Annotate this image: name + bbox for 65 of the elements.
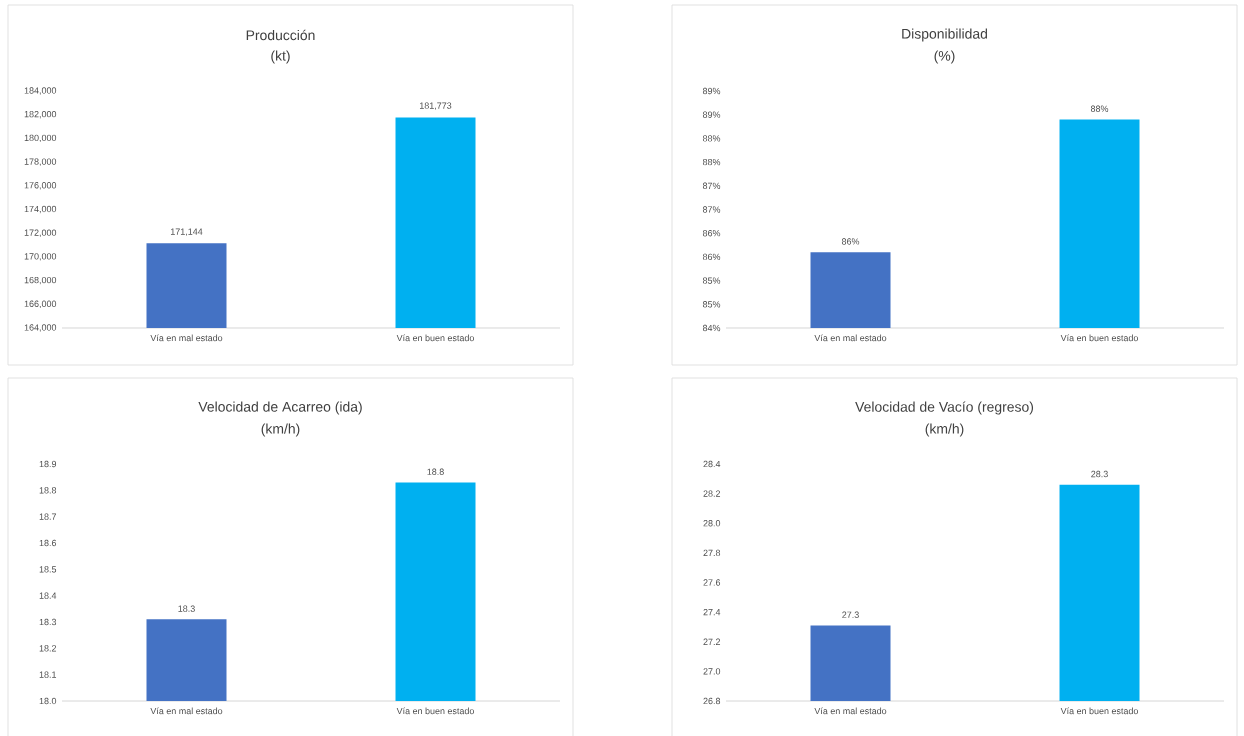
x-tick-label: Vía en mal estado (814, 707, 887, 715)
y-tick-label: 27.6 (703, 579, 721, 586)
y-tick-label: 176,000 (24, 182, 57, 190)
x-tick-label: Vía en buen estado (1060, 707, 1139, 715)
y-tick-label: 86% (702, 230, 721, 237)
y-tick-label: 18.4 (39, 592, 57, 599)
chart-title: Producción (246, 29, 315, 41)
chart-subtitle: (km/h) (261, 423, 300, 437)
y-tick-label: 174,000 (24, 205, 57, 214)
y-tick-label: 88% (702, 158, 721, 166)
data-label: 181,773 (419, 102, 452, 110)
y-tick-label: 85% (702, 301, 721, 308)
data-label: 171,144 (170, 228, 203, 236)
data-label: 27.3 (842, 611, 859, 618)
y-tick-label: 184,000 (24, 87, 57, 95)
x-tick-label: Vía en buen estado (1060, 334, 1139, 342)
y-tick-label: 18.7 (39, 513, 57, 520)
data-label: 28.3 (1091, 470, 1108, 478)
x-tick-label: Vía en buen estado (396, 707, 474, 715)
y-tick-label: 87% (702, 206, 721, 213)
data-label: 18.8 (427, 468, 444, 475)
data-label: 86% (841, 238, 860, 245)
y-tick-label: 18.8 (39, 487, 57, 494)
y-tick-label: 26.8 (703, 697, 721, 705)
y-tick-label: 172,000 (24, 229, 57, 237)
y-tick-label: 170,000 (24, 253, 57, 261)
y-tick-label: 27.0 (703, 668, 721, 675)
y-tick-label: 87% (702, 182, 721, 189)
y-tick-label: 89% (702, 87, 721, 95)
chart-subtitle: (km/h) (925, 423, 964, 437)
y-tick-label: 182,000 (24, 110, 57, 119)
y-tick-label: 18.9 (39, 460, 57, 468)
data-label: 18.3 (178, 605, 195, 612)
y-tick-label: 28.2 (703, 490, 721, 497)
y-tick-label: 164,000 (24, 324, 57, 332)
y-tick-label: 28.4 (703, 460, 721, 468)
x-tick-label: Vía en mal estado (150, 707, 223, 715)
y-tick-label: 28.0 (703, 520, 721, 527)
chart-title: Velocidad de Acarreo (ida) (198, 401, 362, 415)
chart-subtitle: (kt) (271, 50, 290, 64)
y-tick-label: 18.5 (39, 566, 57, 573)
y-tick-label: 27.8 (703, 549, 721, 557)
x-tick-label: Vía en mal estado (150, 334, 223, 342)
y-tick-label: 85% (702, 277, 721, 284)
y-tick-label: 180,000 (24, 134, 57, 143)
y-tick-label: 18.6 (39, 539, 57, 547)
y-tick-label: 88% (702, 135, 721, 142)
y-tick-label: 18.3 (39, 618, 57, 626)
chart-subtitle: (%) (934, 50, 955, 64)
x-tick-label: Vía en buen estado (396, 334, 474, 342)
y-tick-label: 18.1 (39, 671, 57, 678)
y-tick-label: 166,000 (24, 300, 57, 308)
y-tick-label: 27.4 (703, 608, 721, 616)
x-tick-label: Vía en mal estado (814, 334, 887, 342)
y-tick-label: 18.2 (39, 645, 57, 652)
y-tick-label: 86% (702, 253, 721, 261)
y-tick-label: 178,000 (24, 158, 57, 166)
y-tick-label: 168,000 (24, 276, 57, 285)
y-tick-label: 84% (702, 324, 721, 332)
chart-title: Velocidad de Vacío (regreso) (855, 401, 1034, 415)
y-tick-label: 27.2 (703, 638, 721, 645)
data-label: 88% (1090, 105, 1109, 112)
y-tick-label: 18.0 (39, 697, 57, 705)
chart-title: Disponibilidad (902, 28, 988, 42)
y-tick-label: 89% (702, 111, 721, 118)
